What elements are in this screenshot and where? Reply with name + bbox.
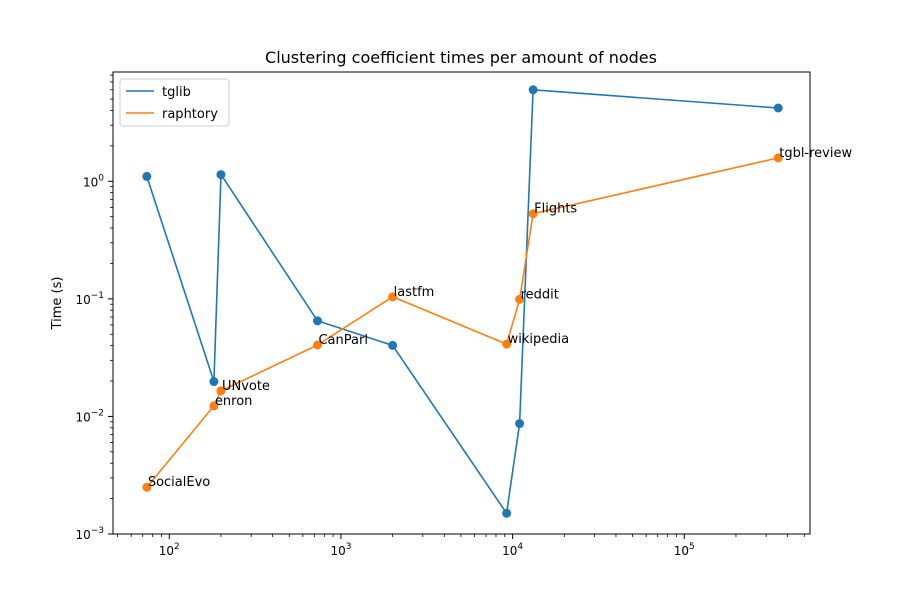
y-tick-label-3: 100 [83, 173, 104, 189]
point-label-0: SocialEvo [148, 475, 210, 490]
data-point-tglib-4 [388, 340, 398, 350]
x-tick-label-0: 102 [159, 542, 180, 558]
point-label-7: Flights [534, 202, 577, 217]
y-tick-label-2: 10−1 [75, 291, 104, 307]
data-point-tglib-1 [209, 377, 219, 387]
legend-label-tglib: tglib [162, 85, 191, 100]
axes-frame [112, 71, 811, 535]
y-tick-label-1: 10−2 [75, 408, 104, 424]
data-point-tglib-2 [216, 170, 226, 180]
data-point-tglib-8 [773, 103, 783, 113]
data-point-raphtory-4 [388, 292, 398, 302]
point-label-2: UNvote [222, 379, 270, 394]
data-point-tglib-0 [142, 171, 152, 181]
data-point-raphtory-7 [528, 209, 538, 219]
x-tick-label-3: 105 [674, 542, 695, 558]
point-label-5: wikipedia [508, 332, 569, 347]
data-point-tglib-6 [515, 419, 525, 429]
point-label-6: reddit [521, 287, 559, 302]
chart-title: Clustering coefficient times per amount … [265, 48, 657, 67]
series-line-tglib [146, 89, 779, 515]
point-label-1: enron [215, 394, 253, 409]
data-point-tglib-3 [312, 316, 322, 326]
data-point-raphtory-3 [312, 340, 322, 350]
y-tick-label-0: 10−3 [75, 526, 104, 542]
data-point-raphtory-6 [515, 294, 525, 304]
data-point-raphtory-8 [773, 153, 783, 163]
y-axis-label: Time (s) [50, 277, 65, 331]
point-label-8: tgbl-review [779, 146, 852, 161]
data-point-tglib-7 [528, 85, 538, 95]
data-point-raphtory-2 [216, 386, 226, 396]
data-point-tglib-5 [502, 508, 512, 518]
data-point-raphtory-5 [502, 339, 512, 349]
series-line-raphtory [146, 157, 779, 488]
legend-label-raphtory: raphtory [162, 107, 218, 122]
x-tick-label-1: 103 [330, 542, 351, 558]
point-label-3: CanParl [318, 333, 367, 348]
data-point-raphtory-0 [142, 482, 152, 492]
point-label-4: lastfm [394, 285, 435, 300]
legend: tglib raphtory [119, 78, 230, 127]
x-tick-label-2: 104 [502, 542, 523, 558]
data-point-raphtory-1 [209, 401, 219, 411]
